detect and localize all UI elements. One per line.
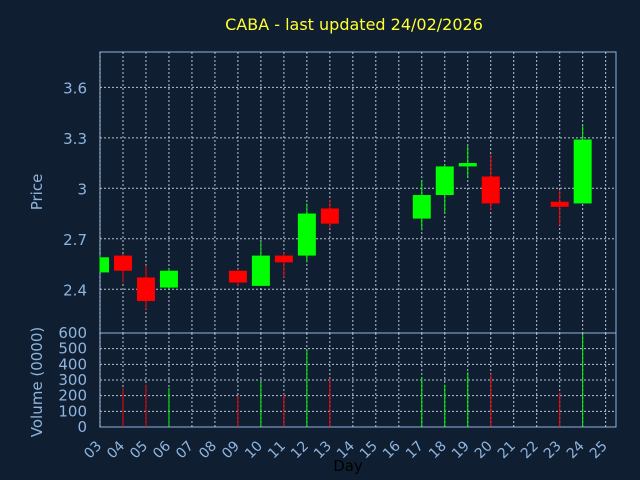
x-tick-label-17: 17 xyxy=(403,438,427,462)
x-tick-label-06: 06 xyxy=(150,438,174,462)
candle-body-10 xyxy=(251,255,270,286)
x-tick-label-13: 13 xyxy=(311,438,335,462)
x-tick-label-20: 20 xyxy=(472,438,496,462)
price-tick-label-3.3: 3.3 xyxy=(63,130,87,148)
candle-body-12 xyxy=(297,213,316,256)
x-tick-label-12: 12 xyxy=(288,438,312,462)
x-tick-label-09: 09 xyxy=(219,438,243,462)
x-axis-label: Day xyxy=(333,457,363,475)
x-tick-label-04: 04 xyxy=(104,438,128,462)
volume-tick-label-200: 200 xyxy=(58,387,87,405)
x-tick-label-24: 24 xyxy=(564,438,588,462)
volume-bars xyxy=(122,334,584,427)
candle-body-20 xyxy=(481,176,500,204)
candle-body-03 xyxy=(100,257,109,273)
volume-axis-label: Volume (0000) xyxy=(28,327,46,437)
x-tick-label-22: 22 xyxy=(518,438,542,462)
x-tick-label-19: 19 xyxy=(449,438,473,462)
candle-body-09 xyxy=(228,270,247,283)
x-tick-label-18: 18 xyxy=(426,438,450,462)
candle-body-06 xyxy=(159,270,178,288)
candle-body-04 xyxy=(113,255,132,271)
x-tick-label-10: 10 xyxy=(242,438,266,462)
volume-tick-label-500: 500 xyxy=(58,340,87,358)
volume-tick-label-300: 300 xyxy=(58,371,87,389)
x-tick-label-23: 23 xyxy=(541,438,565,462)
x-tick-label-11: 11 xyxy=(265,438,289,462)
x-tick-label-03: 03 xyxy=(81,438,105,462)
volume-tick-label-600: 600 xyxy=(58,324,87,342)
price-tick-label-2.4: 2.4 xyxy=(63,281,87,299)
candle-body-11 xyxy=(274,255,293,263)
candle-body-05 xyxy=(136,277,155,302)
candle-body-24 xyxy=(573,139,592,204)
price-plot-frame xyxy=(99,51,617,334)
x-tick-label-25: 25 xyxy=(587,438,611,462)
x-tick-label-08: 08 xyxy=(196,438,220,462)
candle-body-23 xyxy=(550,201,569,207)
price-candles xyxy=(99,126,592,310)
x-tick-label-21: 21 xyxy=(495,438,519,462)
x-tick-label-05: 05 xyxy=(127,438,151,462)
price-tick-label-3.6: 3.6 xyxy=(63,79,87,97)
price-tick-label-3: 3 xyxy=(77,180,87,198)
price-axis-label: Price xyxy=(28,174,46,211)
price-tick-label-2.7: 2.7 xyxy=(63,231,87,249)
volume-tick-label-0: 0 xyxy=(77,418,87,436)
grid-layer xyxy=(99,52,616,427)
candle-body-19 xyxy=(458,163,477,167)
candle-body-13 xyxy=(320,208,339,224)
candle-body-18 xyxy=(435,166,454,196)
volume-tick-label-400: 400 xyxy=(58,355,87,373)
volume-tick-label-100: 100 xyxy=(58,402,87,420)
x-tick-label-07: 07 xyxy=(173,438,197,462)
candle-body-17 xyxy=(412,195,431,219)
chart-title: CABA - last updated 24/02/2026 xyxy=(225,15,483,34)
x-tick-label-16: 16 xyxy=(380,438,404,462)
